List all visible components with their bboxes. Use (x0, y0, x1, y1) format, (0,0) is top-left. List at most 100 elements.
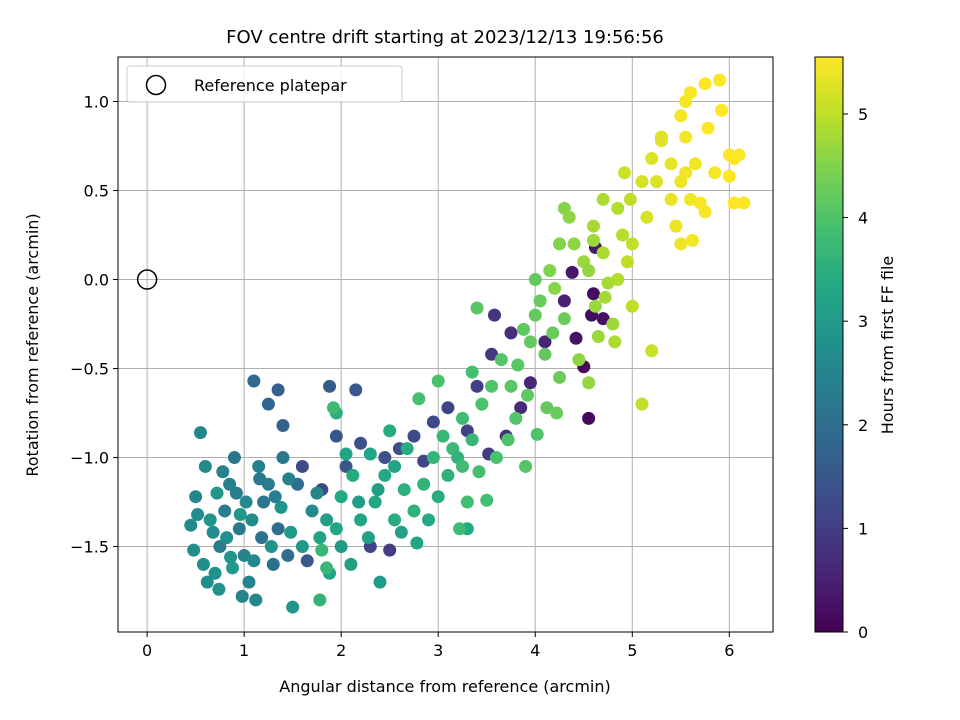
data-point (528, 273, 542, 287)
data-point (582, 376, 596, 390)
data-point (422, 513, 436, 527)
y-tick-label: −1.5 (70, 538, 109, 557)
data-point (608, 335, 622, 349)
data-point (553, 370, 567, 384)
data-point (582, 411, 596, 425)
data-point (323, 379, 337, 393)
data-point (426, 415, 440, 429)
data-point (295, 540, 309, 554)
reference-point (136, 269, 158, 290)
colorbar-tick-label: 2 (858, 416, 868, 435)
data-point (426, 451, 440, 465)
data-point (715, 103, 729, 117)
data-point (441, 401, 455, 415)
data-point (361, 531, 375, 545)
data-point (226, 561, 240, 575)
data-point (184, 518, 198, 532)
data-point (242, 575, 256, 589)
data-point (553, 237, 567, 251)
data-point (684, 86, 698, 100)
data-point (640, 210, 654, 224)
data-point (598, 290, 612, 304)
data-point (295, 459, 309, 473)
data-point (596, 246, 610, 260)
colorbar-tick-label: 5 (858, 105, 868, 124)
data-point (606, 317, 620, 331)
data-point (514, 401, 528, 415)
data-point (281, 548, 295, 562)
colorbar-tick-label: 4 (858, 209, 868, 228)
data-point (480, 493, 494, 507)
data-point (504, 379, 518, 393)
data-point (378, 451, 392, 465)
data-point (346, 468, 360, 482)
data-point (616, 228, 630, 242)
data-point (334, 540, 348, 554)
data-point (540, 401, 554, 415)
data-point (249, 593, 263, 607)
data-point (489, 451, 503, 465)
data-point (329, 522, 343, 536)
data-point (591, 329, 605, 343)
y-tick-label: 1.0 (84, 93, 109, 112)
data-point (465, 365, 479, 379)
data-point (394, 525, 408, 539)
data-point (223, 477, 237, 491)
data-point (344, 557, 358, 571)
y-axis-label: Rotation from reference (arcmin) (23, 213, 42, 476)
data-point (208, 566, 222, 580)
data-point (271, 383, 285, 397)
data-point (453, 522, 467, 536)
data-point (271, 522, 285, 536)
data-point (596, 192, 610, 206)
data-point (586, 287, 600, 301)
colorbar: 0 1 2 3 4 5 Hours from first FF file (814, 56, 897, 642)
data-point (572, 353, 586, 367)
data-point (460, 495, 474, 509)
data-point (565, 265, 579, 279)
x-axis-ticks: 0 1 2 3 4 5 6 (142, 632, 734, 660)
data-point (268, 490, 282, 504)
data-point (645, 344, 659, 358)
data-point (261, 397, 275, 411)
data-point (664, 192, 678, 206)
data-point (679, 130, 693, 144)
data-point (550, 406, 564, 420)
data-point (310, 486, 324, 500)
data-point (546, 326, 560, 340)
colorbar-tick-label: 1 (858, 519, 868, 538)
data-point (196, 557, 210, 571)
data-point (511, 358, 525, 372)
data-point (187, 543, 201, 557)
data-point (210, 486, 224, 500)
data-point (625, 299, 639, 313)
data-point (300, 554, 314, 568)
data-point (274, 500, 288, 514)
data-point (282, 472, 296, 486)
data-point (245, 513, 259, 527)
colorbar-ticks: 0 1 2 3 4 5 (843, 105, 868, 642)
data-point (557, 294, 571, 308)
data-point (504, 326, 518, 340)
data-point (264, 540, 278, 554)
data-point (232, 522, 246, 536)
legend: Reference platepar (126, 65, 403, 103)
data-point (378, 468, 392, 482)
data-point (354, 513, 368, 527)
data-point (650, 175, 664, 189)
data-point (727, 196, 741, 210)
legend-box (126, 65, 403, 103)
data-point (674, 109, 688, 123)
data-point (247, 554, 261, 568)
colorbar-tick-label: 0 (858, 623, 868, 642)
data-point (191, 508, 205, 522)
plot-frame (117, 56, 774, 633)
data-point (257, 495, 271, 509)
y-tick-label: −1.0 (70, 449, 109, 468)
data-point (470, 379, 484, 393)
data-point (567, 237, 581, 251)
data-point (397, 483, 411, 497)
data-point (688, 157, 702, 171)
data-point (737, 196, 751, 210)
